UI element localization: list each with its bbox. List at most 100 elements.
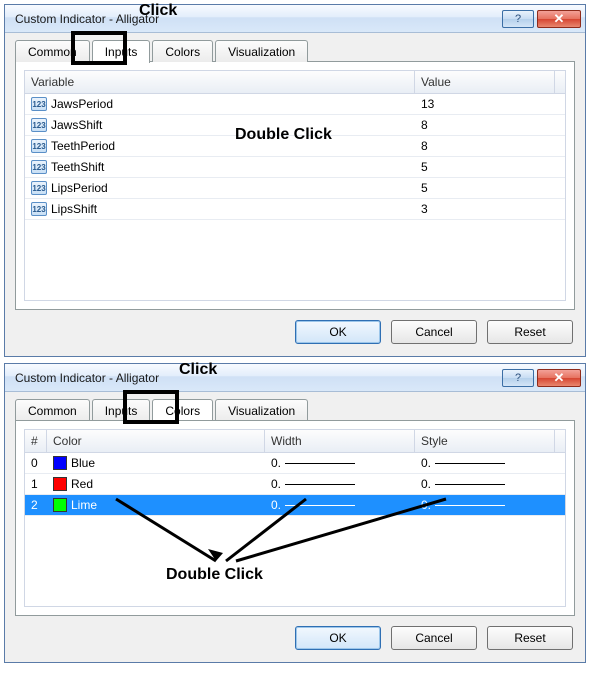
style-cell[interactable]: 0. (415, 495, 555, 515)
int-type-icon: 123 (31, 160, 47, 174)
value-cell[interactable]: 8 (415, 136, 555, 156)
grid-row[interactable]: 123 TeethShift 5 (25, 157, 565, 178)
tab-common[interactable]: Common (15, 40, 90, 62)
tab-bar: Common Inputs Colors Visualization (15, 398, 575, 421)
col-color[interactable]: Color (47, 430, 265, 452)
cancel-button[interactable]: Cancel (391, 320, 477, 344)
tab-colors[interactable]: Colors (152, 40, 213, 62)
grid-row[interactable]: 123LipsPeriod5 (25, 178, 565, 199)
grid-row[interactable]: 1 Red 0. 0. (25, 474, 565, 495)
color-name: Blue (71, 456, 95, 470)
color-swatch (53, 498, 67, 512)
col-variable[interactable]: Variable (25, 71, 415, 93)
value-cell[interactable]: 3 (415, 199, 555, 219)
variable-cell[interactable]: 123TeethPeriod (25, 136, 415, 156)
variable-name: TeethShift (51, 160, 104, 174)
style-value: 0. (421, 498, 431, 512)
index-cell: 2 (25, 495, 47, 515)
width-value: 0. (271, 456, 281, 470)
variable-name: JawsPeriod (51, 97, 113, 111)
grid-row[interactable]: 2Lime 0. 0. (25, 495, 565, 516)
grid-empty-space (25, 516, 565, 606)
col-index[interactable]: # (25, 430, 47, 452)
button-bar: OK Cancel Reset (15, 616, 575, 652)
reset-button[interactable]: Reset (487, 626, 573, 650)
index-cell: 1 (25, 474, 47, 494)
int-type-icon: 123 (31, 202, 47, 216)
style-cell[interactable]: 0. (415, 474, 555, 494)
inputs-grid: Variable Value 123JawsPeriod13123JawsShi… (24, 70, 566, 301)
width-value: 0. (271, 498, 281, 512)
tab-colors[interactable]: Colors (152, 399, 213, 422)
dialog-title: Custom Indicator - Alligator (15, 12, 502, 26)
style-cell[interactable]: 0. (415, 453, 555, 473)
width-sample (285, 505, 355, 506)
variable-name: LipsPeriod (51, 181, 108, 195)
color-cell[interactable]: Blue (47, 453, 265, 473)
reset-button[interactable]: Reset (487, 320, 573, 344)
color-swatch (53, 477, 67, 491)
style-sample (435, 505, 505, 506)
int-type-icon: 123 (31, 139, 47, 153)
ok-button[interactable]: OK (295, 320, 381, 344)
tab-inputs[interactable]: Inputs (92, 399, 151, 421)
width-cell[interactable]: 0. (265, 495, 415, 515)
grid-empty-space (25, 220, 565, 300)
ok-button[interactable]: OK (295, 626, 381, 650)
close-button[interactable]: ✕ (537, 10, 581, 28)
value-cell[interactable]: 13 (415, 94, 555, 114)
help-button[interactable]: ? (502, 10, 534, 28)
grid-header: # Color Width Style (25, 430, 565, 453)
tab-common[interactable]: Common (15, 399, 90, 421)
index-cell: 0 (25, 453, 47, 473)
grid-row[interactable]: 123TeethPeriod8 (25, 136, 565, 157)
grid-row[interactable]: 0 Blue 0. 0. (25, 453, 565, 474)
dialog-title: Custom Indicator - Alligator (15, 371, 502, 385)
style-sample (435, 463, 505, 464)
button-bar: OK Cancel Reset (15, 310, 575, 346)
colors-dialog: Custom Indicator - Alligator ? ✕ Common … (4, 363, 586, 663)
titlebar: Custom Indicator - Alligator ? ✕ (5, 5, 585, 33)
width-value: 0. (271, 477, 281, 491)
color-name: Red (71, 477, 93, 491)
variable-name: JawsShift (51, 118, 102, 132)
color-cell[interactable]: Red (47, 474, 265, 494)
variable-cell[interactable]: 123JawsShift (25, 115, 415, 135)
color-cell[interactable]: Lime (47, 495, 265, 515)
colors-grid: # Color Width Style 0 Blue 0. 0. 1 Red 0. 0.… (24, 429, 566, 607)
col-width[interactable]: Width (265, 430, 415, 452)
tab-inputs[interactable]: Inputs (92, 40, 151, 63)
tab-visualization[interactable]: Visualization (215, 399, 308, 421)
titlebar: Custom Indicator - Alligator ? ✕ (5, 364, 585, 392)
variable-cell[interactable]: 123 LipsShift (25, 199, 415, 219)
grid-header: Variable Value (25, 71, 565, 94)
width-sample (285, 463, 355, 464)
col-value[interactable]: Value (415, 71, 555, 93)
value-cell[interactable]: 8 (415, 115, 555, 135)
int-type-icon: 123 (31, 97, 47, 111)
value-cell[interactable]: 5 (415, 178, 555, 198)
inputs-dialog: Custom Indicator - Alligator ? ✕ Common … (4, 4, 586, 357)
close-button[interactable]: ✕ (537, 369, 581, 387)
width-cell[interactable]: 0. (265, 474, 415, 494)
style-sample (435, 484, 505, 485)
cancel-button[interactable]: Cancel (391, 626, 477, 650)
grid-row[interactable]: 123 JawsPeriod 13 (25, 94, 565, 115)
variable-cell[interactable]: 123LipsPeriod (25, 178, 415, 198)
inputs-panel: Variable Value 123JawsPeriod13123JawsShi… (15, 61, 575, 310)
style-value: 0. (421, 456, 431, 470)
variable-cell[interactable]: 123 JawsPeriod (25, 94, 415, 114)
grid-row[interactable]: 123 LipsShift 3 (25, 199, 565, 220)
col-style[interactable]: Style (415, 430, 555, 452)
style-value: 0. (421, 477, 431, 491)
width-cell[interactable]: 0. (265, 453, 415, 473)
width-sample (285, 484, 355, 485)
variable-name: LipsShift (51, 202, 97, 216)
colors-panel: # Color Width Style 0 Blue 0. 0. 1 Red 0. 0.… (15, 420, 575, 616)
variable-cell[interactable]: 123 TeethShift (25, 157, 415, 177)
value-cell[interactable]: 5 (415, 157, 555, 177)
tab-visualization[interactable]: Visualization (215, 40, 308, 62)
help-button[interactable]: ? (502, 369, 534, 387)
grid-row[interactable]: 123JawsShift8 (25, 115, 565, 136)
tab-bar: Common Inputs Colors Visualization (15, 39, 575, 62)
